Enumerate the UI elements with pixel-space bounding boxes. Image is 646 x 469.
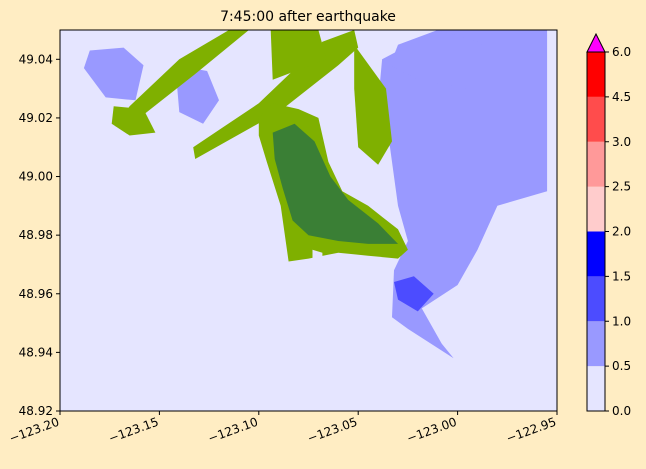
colorbar: 0.0 0.5 1.0 1.5 2.0 2.5 3.0 4.5 6.0 <box>586 32 631 418</box>
x-tick-label: −123.00 <box>405 415 459 446</box>
land-north-ridge <box>115 30 249 127</box>
y-tick-label: 48.96 <box>19 287 53 301</box>
lake-hole <box>312 249 323 259</box>
colorbar-band <box>587 276 605 322</box>
colorbar-tick-label: 3.0 <box>612 135 631 149</box>
water-band-lake-c <box>390 30 502 89</box>
map-plot-area <box>59 29 558 412</box>
colorbar-tick-label: 4.5 <box>612 90 631 104</box>
land-main-core <box>272 123 398 244</box>
colorbar-tick-label: 2.0 <box>612 225 631 239</box>
land-upper-block <box>270 30 327 80</box>
colorbar-band <box>587 96 605 142</box>
colorbar-band <box>587 321 605 367</box>
colorbar-band <box>587 141 605 187</box>
land-east-strip <box>354 44 392 165</box>
colorbar-band <box>587 231 605 277</box>
chart-title: 7:45:00 after earthquake <box>220 9 396 25</box>
colorbar-band <box>587 366 605 411</box>
colorbar-band <box>587 52 605 97</box>
y-tick-label: 49.02 <box>19 111 53 125</box>
x-tick-label: −122.95 <box>504 415 558 446</box>
y-tick-label: 49.04 <box>19 52 53 66</box>
water-band-east <box>378 30 548 359</box>
colorbar-tick-label: 1.5 <box>612 269 631 283</box>
land-west-island <box>111 106 156 136</box>
x-tick-label: −123.10 <box>206 415 260 446</box>
colorbar-tick-label: 6.0 <box>612 45 631 59</box>
colorbar-tick-label: 0.0 <box>612 404 631 418</box>
y-tick-label: 48.94 <box>19 345 53 359</box>
colorbar-tick-label: 0.5 <box>612 359 631 373</box>
y-tick-label: 48.92 <box>19 404 53 418</box>
colorbar-extend-triangle <box>586 32 606 53</box>
x-tick-label: −123.20 <box>7 415 61 446</box>
x-tick-label: −123.05 <box>306 415 360 446</box>
plot-frame <box>59 29 558 412</box>
colorbar-tick-label: 2.5 <box>612 180 631 194</box>
water-band-deep <box>394 276 434 312</box>
colorbar-tick-label: 1.0 <box>612 314 631 328</box>
y-axis: 48.92 48.94 48.96 48.98 49.00 49.02 49.04 <box>19 52 60 418</box>
colorbar-band <box>587 186 605 232</box>
x-tick-label: −123.15 <box>107 415 161 446</box>
x-axis: −123.20 −123.15 −123.10 −123.05 −123.00 −122.… <box>7 411 558 446</box>
y-tick-label: 48.98 <box>19 228 53 242</box>
water-band-lake-a <box>83 47 144 101</box>
y-tick-label: 49.00 <box>19 170 53 184</box>
